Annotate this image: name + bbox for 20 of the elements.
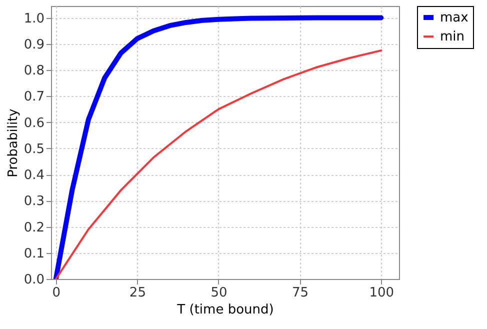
x-tick-label: 75 bbox=[292, 286, 309, 300]
x-tick-label: 0 bbox=[52, 286, 61, 300]
x-tick-label: 25 bbox=[129, 286, 146, 300]
y-axis-title: Probability bbox=[6, 108, 21, 178]
x-axis-title: T (time bound) bbox=[176, 302, 274, 318]
y-tick-label: 0.7 bbox=[24, 90, 44, 105]
legend-label: max bbox=[440, 10, 469, 26]
x-tick-label: 50 bbox=[210, 286, 228, 300]
x-tick-label: 100 bbox=[369, 286, 394, 300]
y-tick-label: 0.2 bbox=[24, 220, 44, 236]
y-tick-label: 0.8 bbox=[24, 64, 44, 79]
legend-label: min bbox=[440, 30, 465, 44]
y-tick-label: 0.4 bbox=[24, 168, 44, 183]
y-tick-label: 1.0 bbox=[24, 11, 44, 26]
y-tick-label: 0.6 bbox=[24, 116, 44, 131]
y-tick-label: 0.3 bbox=[24, 194, 44, 210]
y-tick-label: 0.5 bbox=[24, 142, 44, 157]
y-tick-label: 0.1 bbox=[24, 246, 44, 262]
y-tick-label: 0.9 bbox=[24, 37, 44, 52]
y-tick-label: 0.0 bbox=[24, 272, 44, 288]
